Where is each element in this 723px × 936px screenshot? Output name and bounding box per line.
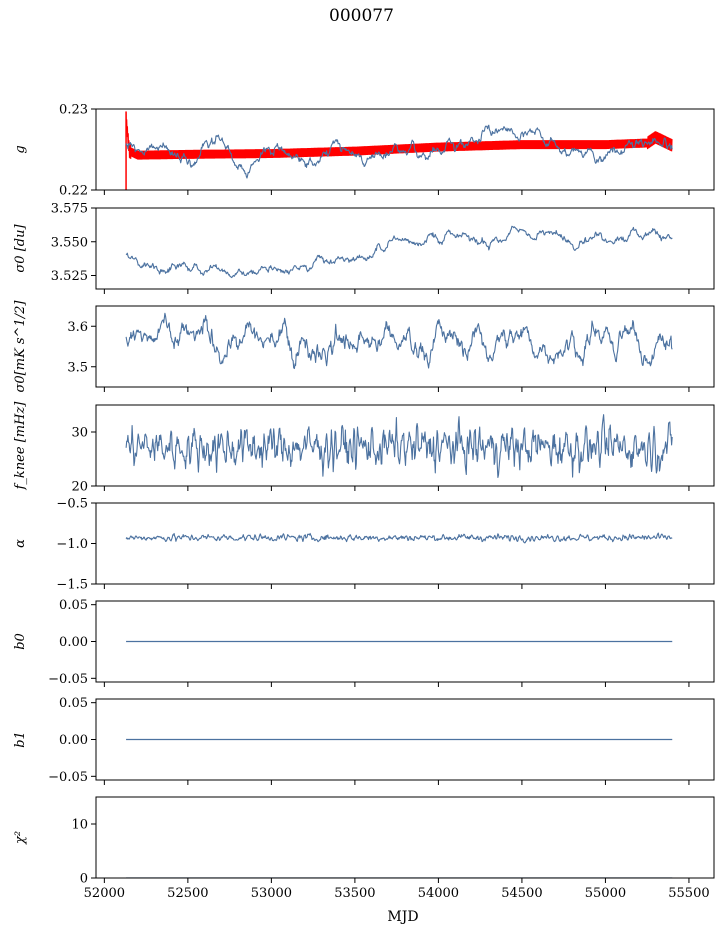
series-line-sigma0	[125, 225, 673, 279]
xtick-label: 54500	[501, 886, 542, 901]
ytick-label-b1: 0.00	[59, 733, 88, 748]
ytick-label-sigma0mk: 3.5	[67, 360, 88, 375]
xtick-label: 53500	[334, 886, 375, 901]
plot-area-fknee	[125, 414, 673, 479]
ylabel-alpha: α	[13, 539, 28, 548]
series-line-alpha	[125, 532, 673, 544]
ylabel-sigma0mk: σ0[mK s^1/2]	[13, 300, 28, 393]
ytick-label-alpha: −1.0	[56, 537, 88, 552]
ylabel-b0: b0	[13, 633, 28, 650]
ytick-label-g: 0.23	[59, 103, 88, 118]
xtick-label: 53000	[251, 886, 292, 901]
panel-fknee: 20 30 f_knee [mHz]	[13, 401, 715, 495]
ytick-label-sigma0mk: 3.6	[67, 320, 88, 335]
axes-frame-alpha	[95, 502, 715, 585]
ylabel-sigma0: σ0 [du]	[13, 224, 28, 273]
panel-sigma0: 3.525 3.550 3.575 σ0 [du]	[13, 202, 715, 294]
ytick-label-sigma0: 3.550	[51, 235, 88, 250]
ytick-label-fknee: 30	[71, 426, 88, 441]
axes-frame-sigma0mk	[95, 305, 715, 388]
plot-area-sigma0	[125, 225, 673, 279]
xtick-label: 55000	[585, 886, 626, 901]
axes-frame-chi2	[95, 796, 715, 879]
ytick-label-b0: 0.05	[59, 598, 88, 613]
axes-frame-fknee	[95, 404, 715, 487]
panel-chi2: 0 10 52000 52500 53000 53500 54000 54500 55000 55…	[13, 796, 715, 901]
ytick-label-chi2: 0	[80, 872, 88, 887]
panel-b0: −0.05 0.00 0.05 b0	[13, 598, 715, 687]
ytick-label-b1: 0.05	[59, 696, 88, 711]
plot-area-alpha	[125, 532, 673, 544]
axes-frame-g	[95, 108, 715, 191]
xtick-label: 54000	[418, 886, 459, 901]
ytick-label-fknee: 20	[71, 480, 88, 495]
panel-b1: −0.05 0.00 0.05 b1	[13, 696, 715, 785]
figure-title: 000077	[329, 6, 394, 26]
series-line-g	[125, 124, 673, 179]
xtick-label: 55500	[668, 886, 709, 901]
plot-area-sigma0mk	[125, 312, 673, 370]
series-line-sigma0mk	[125, 312, 673, 370]
ytick-label-g: 0.22	[59, 184, 88, 199]
x-axis-label: MJD	[387, 909, 419, 925]
ytick-label-alpha: −1.5	[56, 578, 88, 593]
xtick-label: 52500	[167, 886, 208, 901]
ylabel-fknee: f_knee [mHz]	[13, 401, 28, 491]
ytick-label-alpha: −0.5	[56, 497, 88, 512]
ytick-label-sigma0: 3.575	[51, 202, 88, 217]
axes-frame-sigma0	[95, 207, 715, 290]
ytick-label-b0: −0.05	[48, 672, 88, 687]
model-band-g	[125, 112, 673, 160]
panel-sigma0mk: 3.5 3.6 σ0[mK s^1/2]	[13, 300, 715, 393]
plot-area-g	[125, 111, 673, 190]
ytick-label-chi2: 10	[71, 818, 88, 833]
xtick-label: 52000	[84, 886, 125, 901]
series-line-fknee	[125, 414, 673, 479]
ytick-label-b0: 0.00	[59, 635, 88, 650]
ytick-label-sigma0: 3.525	[51, 269, 88, 284]
ylabel-b1: b1	[13, 731, 28, 748]
ylabel-chi2: χ²	[13, 831, 28, 845]
panel-alpha: −1.5 −1.0 −0.5 α	[13, 497, 715, 593]
ytick-label-b1: −0.05	[48, 770, 88, 785]
panel-g: 0.22 0.23 g	[13, 103, 715, 199]
ylabel-g: g	[13, 145, 28, 153]
